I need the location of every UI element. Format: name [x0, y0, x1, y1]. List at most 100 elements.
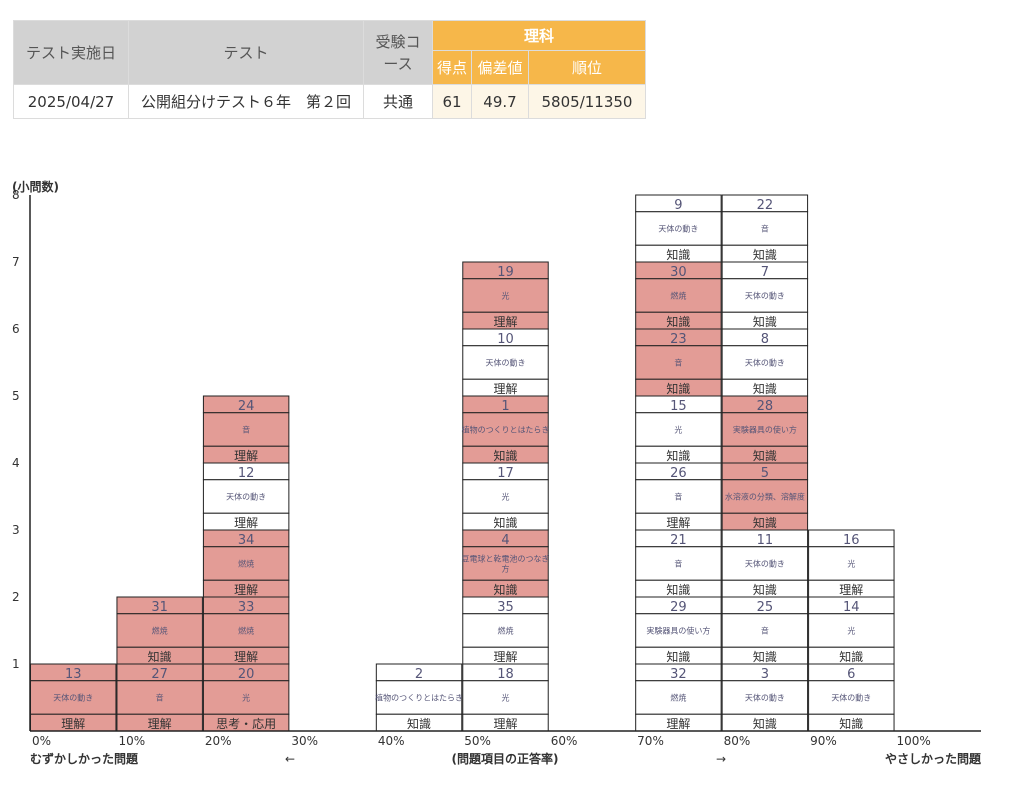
question-type: 知識 [666, 583, 690, 597]
question-number: 21 [670, 533, 687, 548]
question-topic: 実験器具の使い方 [733, 425, 797, 435]
question-topic: 光 [847, 626, 855, 636]
header-score: 得点 [432, 50, 472, 85]
question-number: 14 [843, 600, 860, 615]
question-type: 理解 [666, 717, 690, 731]
question-number: 23 [670, 332, 687, 347]
x-tick-label: 100% [897, 734, 931, 748]
question-number: 12 [238, 466, 255, 481]
block-type-cell [721, 646, 809, 665]
question-block: 21 音知識 [635, 529, 722, 598]
question-topic: 実験器具の使い方 [646, 626, 710, 636]
y-tick-label: 3 [12, 523, 20, 537]
block-type-cell [116, 646, 203, 665]
question-block: 14 光知識 [808, 596, 895, 665]
question-block: 26 音理解 [635, 462, 722, 531]
question-block: 19 光理解 [462, 261, 549, 330]
question-topic: 音 [674, 492, 682, 502]
block-type-cell [462, 378, 549, 397]
block-topic-cell [202, 546, 290, 581]
y-axis-label: (小問数) [12, 179, 59, 194]
question-topic: 光 [674, 425, 682, 435]
question-type: 理解 [234, 650, 258, 664]
block-topic-cell [462, 412, 549, 447]
question-type: 理解 [839, 583, 863, 597]
question-topic: 燃焼 [498, 626, 514, 636]
question-number: 25 [757, 600, 774, 615]
block-topic-cell [721, 613, 809, 648]
x-tick-label: 90% [810, 734, 837, 748]
question-topic: 光 [502, 492, 510, 502]
question-topic: 音 [674, 358, 682, 368]
question-number: 33 [238, 600, 255, 615]
question-number: 4 [501, 533, 509, 548]
block-topic-cell [202, 479, 290, 514]
question-type: 思考・応用 [216, 717, 276, 731]
question-topic: 燃焼 [670, 291, 686, 301]
question-topic: 天体の動き [658, 224, 698, 234]
block-topic-cell [462, 546, 549, 581]
cell-rank: 5805/11350 [528, 84, 646, 119]
question-topic: 音 [242, 425, 250, 435]
question-topic: 植物のつくりとはたらき [375, 693, 463, 703]
block-topic-cell [721, 345, 809, 380]
question-topic: 光 [502, 693, 510, 703]
left-label: むずかしかった問題 [30, 751, 139, 766]
block-topic-cell [721, 278, 809, 313]
question-block: 20 光思考・応用 [202, 663, 290, 732]
block-type-cell [635, 512, 722, 531]
x-tick-label: 40% [378, 734, 405, 748]
block-topic-cell [462, 278, 549, 313]
block-type-cell [635, 244, 722, 263]
question-topic: 音 [674, 559, 682, 569]
question-topic: 天体の動き [831, 693, 871, 703]
block-type-cell [202, 512, 290, 531]
block-type-cell [721, 244, 809, 263]
arrow-right: → [716, 752, 726, 766]
cell-test: 公開組分けテスト６年 第２回 [128, 84, 364, 119]
question-topic: 天体の動き [745, 559, 785, 569]
block-topic-cell [808, 680, 895, 715]
question-topic: 音 [761, 224, 769, 234]
question-number: 18 [497, 667, 514, 682]
question-type: 理解 [666, 516, 690, 530]
x-tick-label: 80% [724, 734, 751, 748]
block-type-cell [635, 445, 722, 464]
question-type: 理解 [493, 650, 517, 664]
question-topic: 豆電球と乾電池のつなぎ [462, 554, 550, 564]
block-topic-cell [635, 278, 722, 313]
x-axis-label: (問題項目の正答率) [452, 751, 559, 766]
question-number: 1 [501, 399, 509, 414]
question-type: 理解 [234, 449, 258, 463]
question-topic: 天体の動き [486, 358, 526, 368]
question-block: 18 光理解 [462, 663, 549, 732]
question-topic: 天体の動き [226, 492, 266, 502]
question-number: 24 [238, 399, 255, 414]
block-type-cell [462, 311, 549, 330]
x-tick-label: 70% [637, 734, 664, 748]
question-number: 26 [670, 466, 687, 481]
question-type: 理解 [493, 382, 517, 396]
y-tick-label: 4 [12, 456, 20, 470]
question-topic: 光 [502, 291, 510, 301]
block-type-cell [808, 579, 895, 598]
question-type: 知識 [666, 382, 690, 396]
block-topic-cell [635, 412, 722, 447]
block-topic-cell [808, 546, 895, 581]
question-type: 理解 [234, 583, 258, 597]
x-tick-label: 50% [464, 734, 491, 748]
question-number: 17 [497, 466, 514, 481]
block-topic-cell [808, 613, 895, 648]
block-topic-cell [635, 680, 722, 715]
block-type-cell [721, 378, 809, 397]
block-type-cell [721, 579, 809, 598]
right-label: やさしかった問題 [885, 752, 982, 766]
